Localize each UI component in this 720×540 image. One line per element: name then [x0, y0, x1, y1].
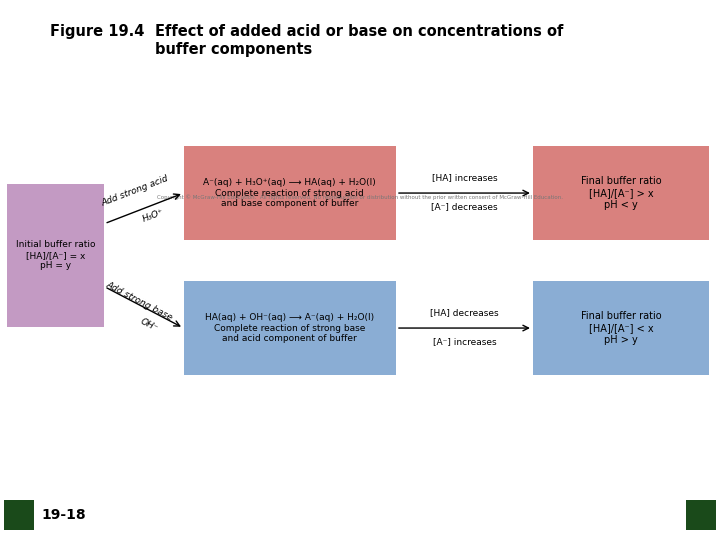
Text: Final buffer ratio
[HA]/[A⁻] < x
pH > y: Final buffer ratio [HA]/[A⁻] < x pH > y: [581, 312, 661, 345]
FancyBboxPatch shape: [184, 146, 396, 240]
Text: [A⁻] decreases: [A⁻] decreases: [431, 202, 498, 211]
FancyBboxPatch shape: [533, 146, 709, 240]
Text: [A⁻] increases: [A⁻] increases: [433, 337, 496, 346]
Text: Figure 19.4: Figure 19.4: [50, 24, 145, 39]
Text: Add strong acid: Add strong acid: [100, 174, 170, 208]
FancyBboxPatch shape: [184, 281, 396, 375]
Text: [HA] increases: [HA] increases: [431, 173, 498, 183]
Text: Effect of added acid or base on concentrations of
buffer components: Effect of added acid or base on concentr…: [155, 24, 563, 57]
Text: Add strong base: Add strong base: [104, 280, 174, 322]
Text: Copyright © McGraw-Hill Education.  All rights reserved. No reproduction or dist: Copyright © McGraw-Hill Education. All r…: [157, 194, 563, 200]
Bar: [686, 500, 716, 530]
Text: 19-18: 19-18: [41, 508, 86, 522]
Text: A⁻(aq) + H₃O⁺(aq) ⟶ HA(aq) + H₂O(l)
Complete reaction of strong acid
and base co: A⁻(aq) + H₃O⁺(aq) ⟶ HA(aq) + H₂O(l) Comp…: [204, 178, 376, 208]
Text: [HA] decreases: [HA] decreases: [430, 308, 499, 318]
FancyBboxPatch shape: [533, 281, 709, 375]
Text: HA(aq) + OH⁻(aq) ⟶ A⁻(aq) + H₂O(l)
Complete reaction of strong base
and acid com: HA(aq) + OH⁻(aq) ⟶ A⁻(aq) + H₂O(l) Compl…: [205, 313, 374, 343]
Text: Initial buffer ratio
[HA]/[A⁻] = x
pH = y: Initial buffer ratio [HA]/[A⁻] = x pH = …: [16, 240, 96, 270]
Bar: [4, 500, 34, 530]
Text: Final buffer ratio
[HA]/[A⁻] > x
pH < y: Final buffer ratio [HA]/[A⁻] > x pH < y: [581, 177, 661, 210]
Text: H₃O⁺: H₃O⁺: [141, 207, 165, 224]
Text: OH⁻: OH⁻: [139, 316, 159, 333]
FancyBboxPatch shape: [7, 184, 104, 327]
